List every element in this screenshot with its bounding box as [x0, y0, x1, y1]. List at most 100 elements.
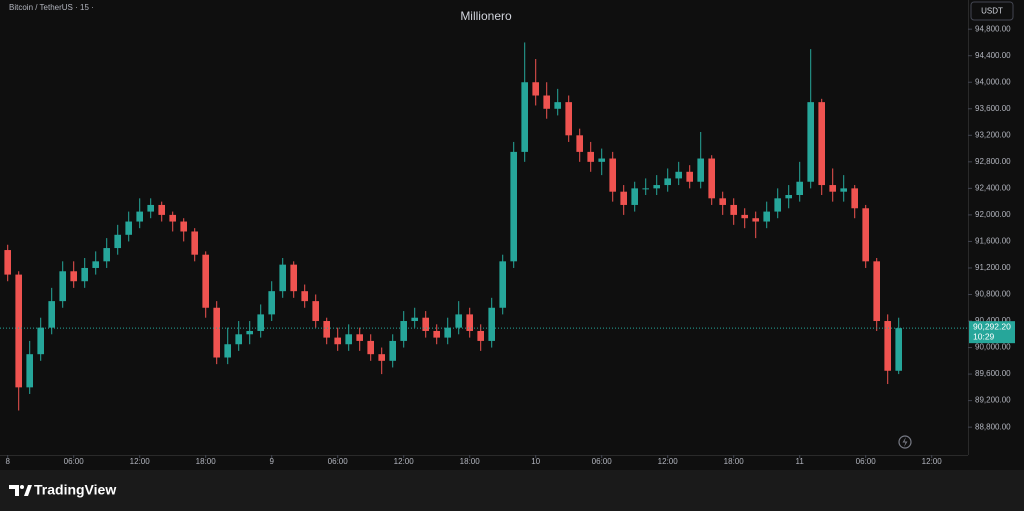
y-tick-label: 89,600.00	[975, 369, 1011, 378]
candle-body	[15, 274, 22, 388]
candle-body	[840, 188, 847, 192]
x-tick-label: 8	[5, 457, 10, 466]
candle-body	[664, 178, 671, 186]
x-tick-label: 9	[269, 457, 274, 466]
currency-label[interactable]: USDT	[981, 7, 1003, 16]
candle-body	[488, 307, 495, 341]
candle-body	[169, 214, 176, 222]
y-tick-label: 90,400.00	[975, 316, 1011, 325]
candle-body	[620, 191, 627, 205]
y-tick-label: 93,600.00	[975, 104, 1011, 113]
y-tick-label: 90,000.00	[975, 343, 1011, 352]
candle-body	[411, 317, 418, 322]
candle-body	[532, 82, 539, 96]
candles	[4, 42, 902, 411]
candle-body	[576, 135, 583, 152]
symbol-label: Bitcoin / TetherUS · 15 ·	[9, 3, 94, 12]
y-tick-label: 88,800.00	[975, 422, 1011, 431]
candle-body	[686, 171, 693, 182]
brand-logo	[9, 485, 32, 496]
candle-body	[851, 188, 858, 209]
last-price-label: 90,292.20	[973, 321, 1011, 331]
alert-circle[interactable]	[898, 435, 912, 449]
candle-body	[521, 82, 528, 152]
y-tick-label: 91,200.00	[975, 263, 1011, 272]
candle-body	[642, 188, 649, 190]
candle-body	[92, 261, 99, 268]
candle-body	[763, 211, 770, 222]
footer-bar	[0, 470, 1024, 511]
candle-body	[697, 158, 704, 182]
candle-body	[114, 234, 121, 249]
chart-title: Millionero	[460, 9, 512, 23]
candle-body	[213, 307, 220, 358]
candle-body	[455, 314, 462, 328]
candle-body	[158, 204, 165, 215]
currency-button[interactable]	[970, 1, 1014, 21]
x-tick-label: 06:00	[64, 457, 85, 466]
candle-body	[719, 198, 726, 205]
candle-body	[653, 185, 660, 189]
alert-icon[interactable]	[898, 435, 912, 449]
last-price-box	[969, 321, 1015, 344]
candle-body	[829, 185, 836, 192]
candle-body	[136, 211, 143, 222]
candle-body	[224, 344, 231, 358]
candle-body	[81, 267, 88, 282]
candle-body	[543, 95, 550, 109]
x-tick-label: 11	[796, 457, 805, 466]
logo-shape	[9, 485, 19, 496]
candle-body	[873, 261, 880, 322]
candle-body	[477, 330, 484, 341]
candle-body	[312, 301, 319, 322]
candle-body	[26, 354, 33, 388]
candle-body	[422, 317, 429, 331]
candle-body	[730, 204, 737, 215]
candle-body	[323, 321, 330, 338]
candle-body	[235, 334, 242, 345]
candle-body	[257, 314, 264, 331]
alert-bolt[interactable]	[902, 437, 908, 447]
candle-body	[565, 102, 572, 136]
candle-body	[378, 354, 385, 361]
x-tick-label: 18:00	[724, 457, 745, 466]
x-tick-label: 06:00	[328, 457, 349, 466]
candle-body	[4, 250, 11, 275]
candle-body	[807, 102, 814, 182]
candle-body	[180, 221, 187, 232]
candle-body	[631, 188, 638, 205]
brand-name: TradingView	[34, 482, 116, 498]
y-tick-label: 92,400.00	[975, 183, 1011, 192]
y-tick-label: 93,200.00	[975, 130, 1011, 139]
logo-slash	[24, 485, 32, 496]
candle-body	[191, 231, 198, 255]
candle-body	[895, 328, 902, 371]
candle-body	[466, 314, 473, 331]
y-tick-label: 89,200.00	[975, 396, 1011, 405]
candle-body	[884, 321, 891, 371]
y-tick-label: 94,000.00	[975, 77, 1011, 86]
candle-body	[675, 171, 682, 179]
candle-body	[268, 291, 275, 315]
x-tick-label: 12:00	[130, 457, 151, 466]
candle-body	[345, 334, 352, 345]
candle-body	[598, 158, 605, 162]
candle-body	[510, 151, 517, 262]
x-tick-label: 06:00	[592, 457, 613, 466]
y-tick-label: 92,000.00	[975, 210, 1011, 219]
logo-dot	[20, 485, 24, 489]
candle-body	[774, 198, 781, 212]
candle-body	[444, 327, 451, 338]
x-tick-label: 10	[531, 457, 540, 466]
x-tick-label: 06:00	[856, 457, 877, 466]
candle-body	[202, 254, 209, 308]
candle-body	[862, 208, 869, 262]
candle-body	[246, 330, 253, 335]
x-tick-label: 12:00	[922, 457, 943, 466]
candle-body	[433, 330, 440, 338]
candle-body	[48, 301, 55, 328]
candle-body	[400, 321, 407, 341]
candle-body	[147, 204, 154, 212]
candle-body	[752, 218, 759, 222]
